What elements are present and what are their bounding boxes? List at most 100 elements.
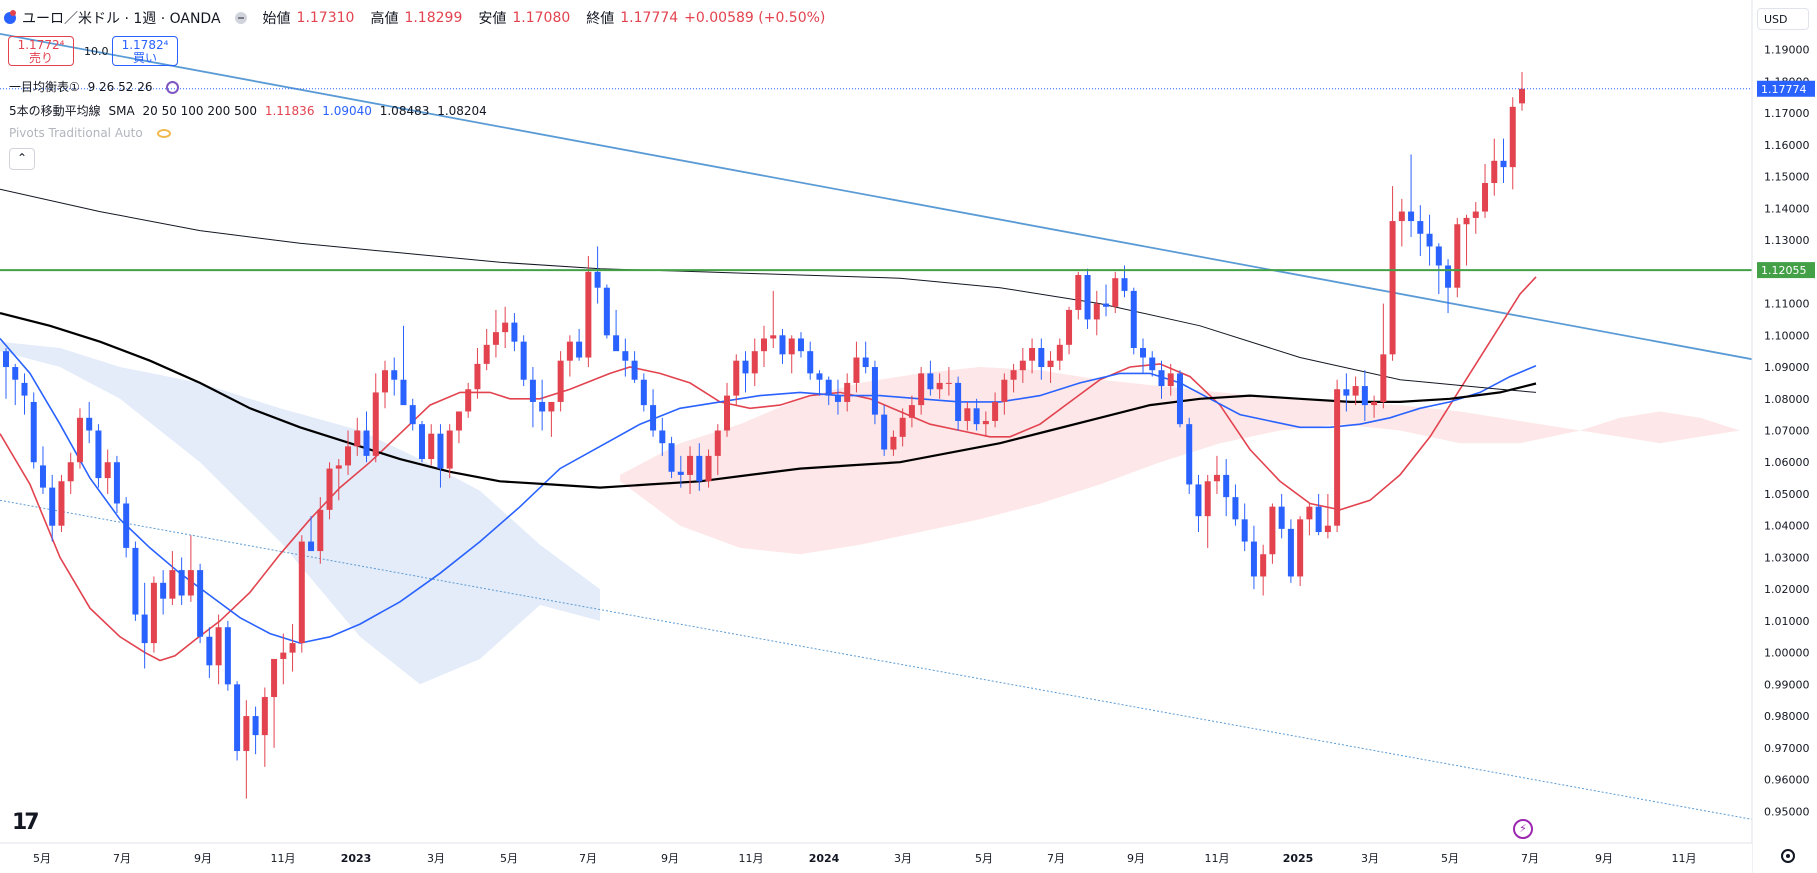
candle-34	[317, 509, 324, 552]
candle-149	[1380, 354, 1387, 402]
candle-139	[1287, 528, 1294, 577]
buy-button[interactable]: 1.1782⁴ 買い	[112, 36, 178, 66]
candle-53	[492, 332, 499, 345]
minus-icon[interactable]	[234, 12, 247, 24]
lightning-icon[interactable]: ⚡	[1513, 819, 1533, 839]
candle-4	[39, 465, 46, 488]
candle-158	[1463, 217, 1470, 225]
x-tick-label: 5月	[1441, 852, 1459, 865]
candle-47	[437, 433, 444, 469]
candle-35	[326, 468, 333, 510]
candle-102	[945, 382, 952, 384]
x-tick-label: 9月	[661, 852, 679, 865]
candle-36	[335, 465, 342, 469]
candle-29	[271, 658, 278, 698]
candle-164	[1519, 88, 1525, 104]
candle-100	[927, 373, 934, 390]
candle-161	[1491, 160, 1498, 183]
candle-22	[206, 636, 213, 666]
candle-150	[1389, 221, 1396, 355]
upper-trendline	[0, 32, 1761, 362]
loading-icon	[166, 81, 180, 94]
candle-88	[816, 373, 823, 380]
candle-46	[428, 433, 435, 460]
candle-23	[215, 627, 222, 666]
candle-117	[1084, 275, 1091, 320]
candle-16	[150, 582, 157, 644]
sma-params: 20 50 100 200 500	[142, 104, 257, 118]
candle-96	[890, 436, 897, 450]
y-tick-label: 1.06000	[1764, 456, 1810, 469]
candle-78	[724, 395, 731, 431]
candle-58	[539, 401, 546, 412]
candle-14	[132, 547, 139, 615]
candle-111	[1029, 348, 1036, 361]
candle-123	[1140, 348, 1146, 358]
candle-156	[1445, 265, 1452, 288]
x-tick-label: 7月	[579, 852, 597, 865]
chevron-up-icon: ⌃	[16, 151, 28, 165]
y-tick-label: 0.95000	[1764, 805, 1810, 818]
candle-55	[511, 322, 518, 342]
tradingview-logo-icon[interactable]: 17	[12, 810, 40, 835]
candle-83	[770, 335, 777, 339]
candle-133	[1232, 497, 1239, 520]
candle-89	[825, 379, 832, 396]
support-level-label: 1.12055	[1761, 264, 1807, 277]
symbol-title[interactable]: ユーロ／米ドル · 1週 · OANDA	[22, 11, 221, 27]
candle-7	[67, 462, 74, 482]
candle-63	[585, 271, 592, 358]
candle-20	[187, 570, 194, 596]
sma-type: SMA	[108, 104, 135, 118]
x-tick-label: 7月	[1521, 852, 1539, 865]
sma-legend[interactable]: 5本の移動平均線 SMA 20 50 100 200 500 1.11836 1…	[9, 102, 487, 119]
y-tick-label: 1.02000	[1764, 583, 1810, 596]
y-tick-label: 1.05000	[1764, 488, 1810, 501]
ichimoku-legend[interactable]: 一目均衡表① 9 26 52 26	[9, 78, 180, 95]
candle-70	[650, 405, 657, 431]
candle-109	[1010, 370, 1017, 380]
candle-155	[1435, 246, 1442, 266]
y-tick-label: 1.00000	[1764, 647, 1810, 660]
candle-54	[502, 322, 509, 333]
currency-selector[interactable]: USD	[1757, 8, 1809, 30]
candle-69	[640, 379, 647, 406]
candle-41	[382, 370, 388, 393]
collapse-legend-button[interactable]: ⌃	[9, 148, 35, 170]
hidden-eye-icon[interactable]	[156, 129, 171, 138]
candle-39	[363, 430, 370, 456]
spread-value: 10.0	[84, 45, 109, 58]
candle-129	[1195, 484, 1202, 517]
candle-163	[1509, 106, 1516, 168]
candle-153	[1417, 221, 1424, 234]
candle-64	[594, 271, 601, 288]
candle-147	[1361, 386, 1368, 406]
change-value: +0.00589 (+0.50%)	[684, 10, 826, 26]
x-tick-label: 9月	[1595, 852, 1613, 865]
candle-90	[834, 395, 841, 402]
ma-line-3	[0, 188, 1537, 393]
chart-header: ユーロ／米ドル · 1週 · OANDA 始値 1.17310 高値 1.18299…	[4, 8, 825, 28]
candle-125	[1158, 370, 1165, 387]
x-tick-label: 11月	[739, 852, 764, 865]
y-tick-label: 1.07000	[1764, 425, 1810, 438]
candle-120	[1112, 278, 1119, 307]
oanda-logo-icon	[4, 10, 16, 24]
open-value: 1.17310	[296, 10, 355, 26]
ma-line-0	[0, 276, 1537, 662]
candle-93	[862, 357, 869, 368]
candle-43	[400, 379, 407, 406]
candle-119	[1103, 303, 1110, 307]
candle-17	[160, 582, 167, 599]
candle-104	[964, 408, 971, 421]
settings-gear-icon[interactable]	[1781, 849, 1795, 863]
candle-67	[622, 351, 629, 361]
x-tick-label: 11月	[1672, 852, 1697, 865]
pivots-legend[interactable]: Pivots Traditional Auto	[9, 126, 171, 140]
sell-button[interactable]: 1.1772⁴ 売り	[8, 36, 74, 66]
y-tick-label: 0.99000	[1764, 678, 1810, 691]
candle-8	[76, 417, 83, 463]
candle-44	[409, 405, 416, 425]
y-tick-label: 1.19000	[1764, 44, 1810, 57]
